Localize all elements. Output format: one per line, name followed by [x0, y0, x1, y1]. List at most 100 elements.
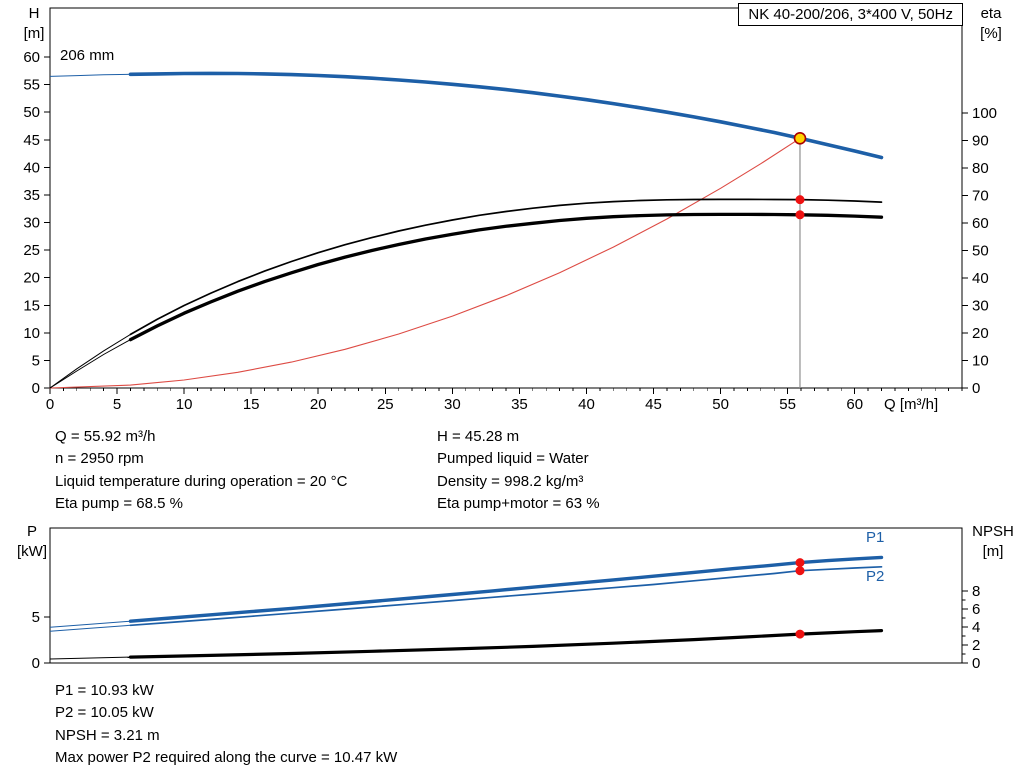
info-eta-pump: Eta pump = 68.5 %	[55, 495, 183, 513]
p-axis-title: P [kW]	[10, 522, 54, 562]
h-axis-title: H [m]	[14, 4, 54, 44]
info-max-power: Max power P2 required along the curve = …	[55, 749, 398, 767]
eta-pump-motor-curve	[128, 212, 884, 342]
qh-eta-chart: 0 5 10 15 20 25 30 35 40 45 50 55 60 0 5 10 15 20 25 30 35 40…	[23, 7, 997, 413]
h-axis-symbol: H	[28, 5, 40, 22]
tick-label: 30	[972, 298, 989, 315]
p2-curve-label: P2	[866, 568, 885, 585]
tick-label: 55	[23, 77, 40, 94]
tick-label: 15	[243, 396, 260, 413]
tick-label: 20	[972, 325, 989, 342]
info-p1: P1 = 10.93 kW	[55, 682, 154, 699]
impeller-size-label: 206 mm	[60, 47, 115, 64]
operating-info-right: H = 45.28 m Pumped liquid = Water Densit…	[437, 426, 600, 516]
tick-label: 40	[578, 396, 595, 413]
tick-label: 8	[972, 583, 980, 600]
eta-pump-motor-curve-leadin	[49, 339, 131, 389]
tick-label: 30	[23, 215, 40, 232]
tick-label: 5	[113, 396, 121, 413]
p2-curve	[129, 565, 883, 627]
tick-label: 25	[23, 242, 40, 259]
tick-label: 5	[32, 352, 40, 369]
npsh-curve	[128, 629, 884, 659]
tick-label: 0	[32, 655, 40, 672]
p2-curve-leadin	[49, 624, 131, 632]
tick-label: 40	[23, 159, 40, 176]
tick-label: 10	[23, 325, 40, 342]
tick-label: 0	[46, 396, 54, 413]
eta-pump-motor-duty-dot	[795, 210, 805, 220]
tick-label: 45	[23, 132, 40, 149]
tick-label: 20	[310, 396, 327, 413]
tick-label: 70	[972, 188, 989, 205]
tick-label: 50	[972, 243, 989, 260]
info-liquid-temperature: Liquid temperature during operation = 20…	[55, 472, 348, 490]
npsh-axis-unit: [m]	[982, 543, 1004, 560]
tick-label: 45	[645, 396, 662, 413]
p2-duty-dot	[795, 566, 805, 576]
p-axis-symbol: P	[26, 523, 37, 540]
tick-label: 100	[972, 105, 997, 122]
tick-label: 20	[23, 270, 40, 287]
tick-label: 35	[511, 396, 528, 413]
info-h: H = 45.28 m	[437, 428, 520, 445]
q-axis-title: Q [m³/h]	[884, 396, 939, 413]
tick-label: 6	[972, 601, 980, 618]
tick-label: 2	[972, 637, 980, 654]
info-speed: n = 2950 rpm	[55, 450, 144, 468]
plot-frame	[49, 527, 963, 664]
tick-label: 90	[972, 133, 989, 150]
tick-label: 50	[23, 104, 40, 121]
tick-label: 60	[23, 49, 40, 66]
tick-label: 50	[712, 396, 729, 413]
head-curve-leadin	[49, 73, 131, 77]
info-p2: P2 = 10.05 kW	[55, 704, 154, 722]
head-curve	[128, 71, 884, 160]
eta-pump-curve	[129, 198, 883, 336]
p1-curve-label: P1	[866, 529, 885, 546]
tick-label: 35	[23, 187, 40, 204]
npsh-axis-title: NPSH [m]	[966, 522, 1020, 562]
tick-label: 30	[444, 396, 461, 413]
tick-label: 55	[779, 396, 796, 413]
npsh-axis-symbol: NPSH	[972, 523, 1014, 540]
system-curve	[49, 137, 801, 389]
tick-label: 40	[972, 270, 989, 287]
tick-label: 0	[32, 380, 40, 397]
power-info: P1 = 10.93 kW P2 = 10.05 kW NPSH = 3.21 …	[55, 680, 397, 770]
tick-label: 25	[377, 396, 394, 413]
tick-label: 60	[972, 215, 989, 232]
npsh-curve-leadin	[49, 656, 131, 660]
tick-label: 5	[32, 609, 40, 626]
info-pumped-liquid: Pumped liquid = Water	[437, 450, 589, 468]
eta-pump-curve-leadin	[49, 333, 131, 389]
p1-curve	[128, 555, 884, 623]
tick-label: 0	[972, 380, 980, 397]
eta-axis-symbol: eta	[980, 5, 1002, 22]
tick-label: 15	[23, 297, 40, 314]
eta-axis-title: eta [%]	[968, 4, 1014, 44]
info-density: Density = 998.2 kg/m³	[437, 472, 584, 490]
h-axis-unit: [m]	[23, 25, 45, 42]
tick-label: 0	[972, 655, 980, 672]
tick-label: 80	[972, 160, 989, 177]
pump-title-box: NK 40-200/206, 3*400 V, 50Hz	[738, 3, 963, 26]
info-eta-pump-motor: Eta pump+motor = 63 %	[437, 495, 600, 513]
info-q: Q = 55.92 m³/h	[55, 428, 156, 445]
eta-axis-unit: [%]	[980, 25, 1002, 42]
npsh-duty-dot	[795, 629, 805, 639]
tick-label: 60	[846, 396, 863, 413]
pump-model-label: NK 40-200/206, 3*400 V, 50Hz	[748, 6, 953, 23]
tick-label: 10	[972, 353, 989, 370]
tick-label: 4	[972, 619, 980, 636]
plot-frame	[49, 7, 963, 389]
operating-info-left: Q = 55.92 m³/h n = 2950 rpm Liquid tempe…	[55, 426, 347, 516]
duty-point-marker	[793, 131, 807, 145]
eta-pump-duty-dot	[795, 195, 805, 205]
p1-curve-leadin	[49, 620, 131, 628]
p1-duty-dot	[795, 558, 805, 568]
tick-label: 10	[176, 396, 193, 413]
